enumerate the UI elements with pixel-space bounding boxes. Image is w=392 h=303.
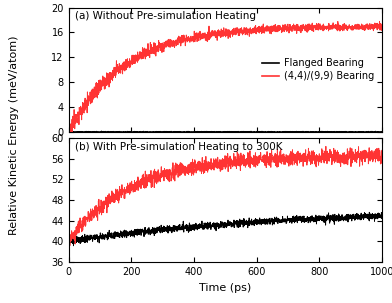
Line: Flanged Bearing: Flanged Bearing <box>69 131 382 132</box>
(4,4)/(9,9) Bearing <box>380 24 385 28</box>
(4,4)/(9,9) Bearing <box>219 35 223 38</box>
Flanged Bearing <box>82 130 87 134</box>
(4,4)/(9,9) Bearing <box>313 28 318 32</box>
(4,4)/(9,9) Bearing <box>66 130 71 134</box>
Flanged Bearing <box>380 130 385 134</box>
Text: (b) With Pre-simulation Heating to 300K: (b) With Pre-simulation Heating to 300K <box>75 142 282 152</box>
Flanged Bearing <box>314 130 318 134</box>
Flanged Bearing <box>371 130 376 134</box>
Text: Relative Kinetic Energy (meV/atom): Relative Kinetic Energy (meV/atom) <box>9 35 19 235</box>
Flanged Bearing <box>99 129 104 133</box>
Legend: Flanged Bearing, (4,4)/(9,9) Bearing: Flanged Bearing, (4,4)/(9,9) Bearing <box>259 55 377 84</box>
Flanged Bearing <box>211 130 216 134</box>
(4,4)/(9,9) Bearing <box>211 30 215 33</box>
X-axis label: Time (ps): Time (ps) <box>199 282 252 292</box>
(4,4)/(9,9) Bearing <box>371 23 376 26</box>
(4,4)/(9,9) Bearing <box>82 108 87 111</box>
Flanged Bearing <box>219 130 224 134</box>
Flanged Bearing <box>66 130 71 134</box>
(4,4)/(9,9) Bearing <box>370 24 375 28</box>
(4,4)/(9,9) Bearing <box>377 20 382 23</box>
Line: (4,4)/(9,9) Bearing: (4,4)/(9,9) Bearing <box>69 22 382 132</box>
Flanged Bearing <box>371 130 376 134</box>
Flanged Bearing <box>66 130 71 133</box>
Text: (a) Without Pre-simulation Heating: (a) Without Pre-simulation Heating <box>75 11 256 21</box>
